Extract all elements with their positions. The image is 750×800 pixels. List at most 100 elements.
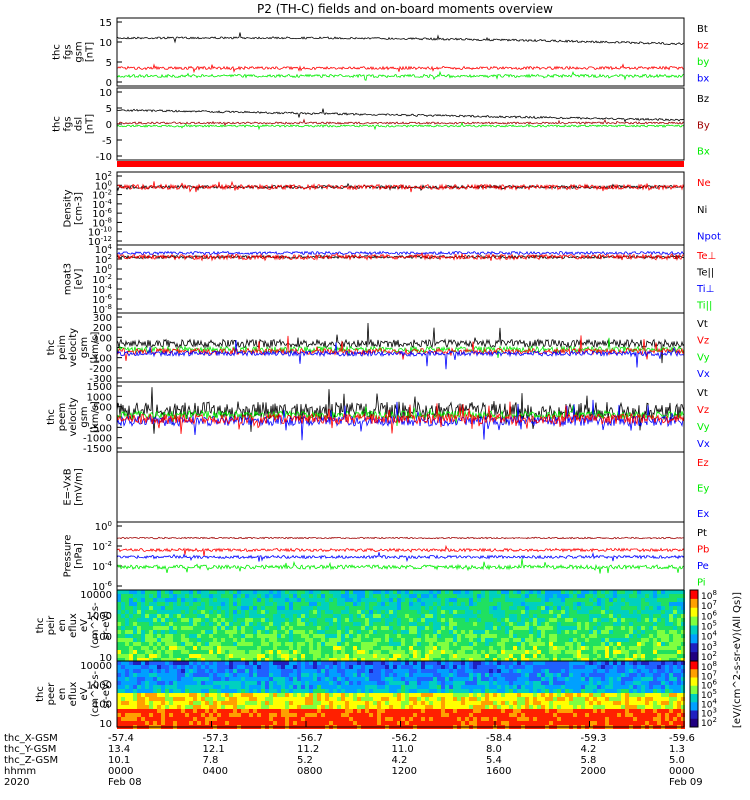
heatmap-cell: [677, 681, 681, 685]
heatmap-cell: [425, 697, 429, 701]
heatmap-cell: [201, 673, 205, 677]
heatmap-cell: [549, 590, 553, 594]
y-axis-label: [km/s]: [90, 401, 101, 433]
heatmap-cell: [453, 606, 457, 610]
heatmap-cell: [569, 606, 573, 610]
heatmap-cell: [377, 681, 381, 685]
heatmap-cell: [501, 669, 505, 673]
heatmap-cell: [537, 634, 541, 638]
heatmap-cell: [489, 689, 493, 693]
heatmap-cell: [465, 622, 469, 626]
heatmap-cell: [497, 614, 501, 618]
heatmap-cell: [309, 673, 313, 677]
heatmap-cell: [209, 598, 213, 602]
heatmap-cell: [305, 602, 309, 606]
heatmap-cell: [413, 626, 417, 630]
heatmap-cell: [317, 606, 321, 610]
heatmap-cell: [249, 717, 253, 721]
heatmap-cell: [513, 685, 517, 689]
heatmap-cell: [649, 598, 653, 602]
heatmap-cell: [561, 650, 565, 654]
heatmap-cell: [457, 661, 461, 665]
heatmap-cell: [333, 594, 337, 598]
heatmap-cell: [345, 598, 349, 602]
heatmap-cell: [565, 677, 569, 681]
tick-base: 10: [92, 209, 105, 220]
heatmap-cell: [129, 594, 133, 598]
heatmap-cell: [161, 681, 165, 685]
heatmap-cell: [249, 677, 253, 681]
heatmap-cell: [169, 634, 173, 638]
heatmap-cell: [417, 705, 421, 709]
heatmap-cell: [121, 618, 125, 622]
heatmap-cell: [629, 701, 633, 705]
heatmap-cell: [233, 677, 237, 681]
heatmap-cell: [121, 669, 125, 673]
heatmap-cell: [229, 634, 233, 638]
heatmap-cell: [645, 681, 649, 685]
heatmap-cell: [381, 693, 385, 697]
heatmap-cell: [437, 673, 441, 677]
heatmap-cell: [265, 721, 269, 725]
heatmap-cell: [133, 665, 137, 669]
heatmap-cell: [469, 661, 473, 665]
heatmap-cell: [449, 618, 453, 622]
heatmap-cell: [505, 630, 509, 634]
heatmap-cell: [529, 677, 533, 681]
heatmap-cell: [181, 661, 185, 665]
heatmap-cell: [553, 630, 557, 634]
series-Pb: [116, 544, 685, 557]
heatmap-cell: [137, 665, 141, 669]
panel-5: thc peim velocity gsm [km/s]3002001000-100-2…: [46, 312, 710, 385]
heatmap-cell: [533, 717, 537, 721]
heatmap-cell: [289, 681, 293, 685]
heatmap-cell: [265, 618, 269, 622]
heatmap-cell: [217, 622, 221, 626]
heatmap-cell: [241, 630, 245, 634]
heatmap-cell: [285, 717, 289, 721]
heatmap-cell: [633, 705, 637, 709]
heatmap-cell: [333, 705, 337, 709]
heatmap-cell: [481, 610, 485, 614]
heatmap-cell: [585, 638, 589, 642]
heatmap-cell: [465, 654, 469, 658]
heatmap-cell: [465, 638, 469, 642]
heatmap-cell: [673, 661, 677, 665]
heatmap-cell: [413, 598, 417, 602]
heatmap-cell: [669, 689, 673, 693]
heatmap-cell: [153, 638, 157, 642]
heatmap-cell: [133, 677, 137, 681]
heatmap-cell: [357, 646, 361, 650]
heatmap-cell: [213, 638, 217, 642]
heatmap-cell: [553, 689, 557, 693]
heatmap-cell: [229, 661, 233, 665]
heatmap-cell: [473, 658, 477, 662]
heatmap-cell: [209, 610, 213, 614]
heatmap-cell: [637, 646, 641, 650]
heatmap-cell: [445, 642, 449, 646]
heatmap-cell: [509, 590, 513, 594]
heatmap-cell: [577, 685, 581, 689]
heatmap-cell: [225, 689, 229, 693]
heatmap-cell: [301, 626, 305, 630]
heatmap-cell: [321, 658, 325, 662]
heatmap-cell: [541, 658, 545, 662]
heatmap-cell: [573, 606, 577, 610]
heatmap-cell: [613, 681, 617, 685]
heatmap-cell: [289, 642, 293, 646]
heatmap-cell: [617, 705, 621, 709]
heatmap-cell: [137, 673, 141, 677]
heatmap-cell: [193, 665, 197, 669]
heatmap-cell: [569, 602, 573, 606]
heatmap-cell: [345, 618, 349, 622]
heatmap-cell: [277, 606, 281, 610]
heatmap-cell: [561, 669, 565, 673]
heatmap-cell: [497, 689, 501, 693]
heatmap-cell: [409, 689, 413, 693]
heatmap-cell: [369, 634, 373, 638]
heatmap-cell: [429, 689, 433, 693]
legend-Ni: Ni: [697, 205, 707, 216]
heatmap-cell: [477, 650, 481, 654]
heatmap-cell: [149, 705, 153, 709]
heatmap-cell: [369, 650, 373, 654]
